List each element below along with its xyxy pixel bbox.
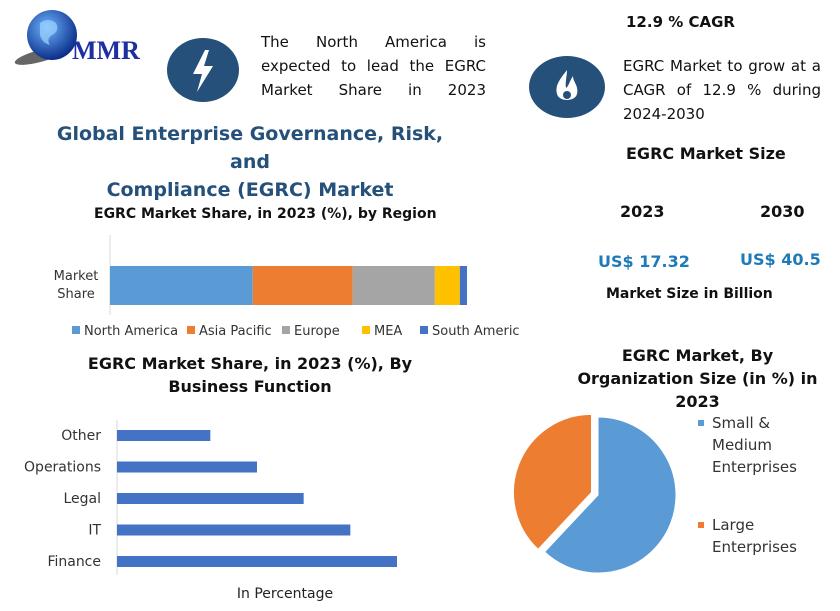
bar-segment-south-america	[459, 266, 467, 305]
market-size-caption: Market Size in Billion	[606, 286, 773, 302]
organization-pie-chart: Small & Medium Enterprises Large Enterprises	[512, 413, 797, 574]
pie-chart-title: EGRC Market, By Organization Size (in %)…	[565, 344, 830, 413]
flame-icon	[529, 56, 605, 118]
year-2023: 2023	[620, 202, 665, 221]
category-label: Market	[54, 269, 99, 284]
mmr-logo: MMR	[10, 8, 150, 68]
category-label: Operations	[24, 460, 101, 476]
bar-operations	[117, 461, 257, 473]
legend-label: North America	[84, 324, 178, 339]
pie-chart-title-text: EGRC Market, By Organization Size (in %)…	[577, 346, 818, 411]
bar-legal	[117, 493, 304, 504]
bar-segment-mea	[434, 266, 460, 305]
region-stacked-bar-chart: Market Share North America Asia Pacific Euro…	[54, 235, 520, 339]
legend-swatch	[698, 420, 704, 426]
bar-segment-europe	[352, 266, 435, 305]
legend-label: South America	[432, 324, 520, 339]
legend-swatch	[420, 326, 428, 334]
lightning-icon	[167, 38, 239, 102]
category-label: IT	[88, 523, 101, 539]
value-2030: US$ 40.5	[740, 250, 821, 269]
category-label: Finance	[47, 554, 101, 570]
legend-swatch	[362, 326, 370, 334]
lead-text: The North America is expected to lead th…	[261, 33, 486, 99]
bar-finance	[117, 556, 397, 567]
legend-swatch	[698, 522, 704, 528]
cagr-heading: 12.9 % CAGR	[626, 13, 735, 31]
pie-slice-small-medium	[543, 416, 677, 574]
year-2030: 2030	[760, 202, 805, 221]
legend-swatch	[282, 326, 290, 334]
function-bar-chart: Other Operations Legal IT Finance In Percenta…	[24, 420, 397, 602]
legend-label: Europe	[294, 324, 340, 339]
legend-swatch	[72, 326, 80, 334]
x-axis-label: In Percentage	[237, 586, 333, 602]
category-label: Other	[61, 428, 101, 444]
bar-it	[117, 524, 351, 536]
page-title: Global Enterprise Governance, Risk, and …	[40, 120, 460, 204]
logo-text: MMR	[72, 36, 140, 65]
value-2023: US$ 17.32	[598, 252, 690, 271]
category-label: Legal	[63, 491, 101, 507]
legend-swatch	[187, 326, 195, 334]
bar-segment-north-america	[110, 266, 253, 305]
legend-label: MEA	[374, 324, 402, 339]
bar-segment-asia-pacific	[252, 266, 353, 305]
bar-other	[117, 430, 211, 441]
region-chart-title: EGRC Market Share, in 2023 (%), by Regio…	[94, 206, 437, 222]
market-size-heading: EGRC Market Size	[626, 144, 786, 163]
function-chart-title: EGRC Market Share, in 2023 (%), By Busin…	[60, 352, 440, 398]
legend-label: Asia Pacific	[199, 324, 272, 339]
legend-label: Small & Medium Enterprises	[712, 414, 797, 476]
legend-label: Large Enterprises	[712, 516, 797, 556]
title-line-2: Compliance (EGRC) Market	[106, 179, 394, 201]
title-line-1: Global Enterprise Governance, Risk, and	[56, 123, 444, 173]
category-label: Share	[57, 287, 95, 302]
cagr-text: EGRC Market to grow at a CAGR of 12.9 % …	[623, 57, 821, 123]
function-chart-title-text: EGRC Market Share, in 2023 (%), By Busin…	[87, 354, 413, 396]
globe-icon	[14, 10, 77, 65]
pie-slice-large	[512, 413, 592, 550]
